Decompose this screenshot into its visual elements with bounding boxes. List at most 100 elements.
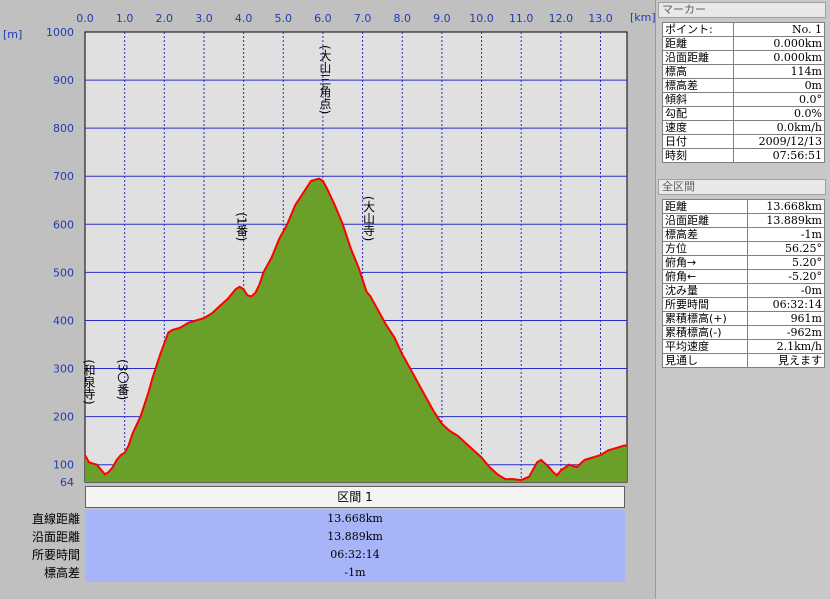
y-tick-label: 800 (53, 122, 74, 135)
total-panel-title[interactable]: 全区間 (658, 179, 826, 195)
info-value: 0.0% (732, 106, 825, 121)
data-point (159, 353, 162, 355)
section-title[interactable]: 区間 1 (85, 486, 625, 508)
data-point (286, 223, 289, 226)
data-point (179, 326, 181, 329)
data-point (171, 329, 174, 331)
info-value: 2.1km/h (746, 339, 826, 354)
data-point (139, 415, 142, 418)
summary-row-surface-distance: 沿面距離 13.889km (0, 528, 655, 546)
data-point (528, 475, 530, 478)
info-label: 方位 (662, 241, 748, 256)
x-tick-label: 4.0 (235, 12, 253, 25)
data-point (548, 466, 550, 468)
elevation-chart[interactable]: 0.0 1.0 2.0 3.0 4.0 5.0 6.0 7.0 8.0 9.0 10.0 11.0 12… (0, 0, 655, 486)
info-row: 傾斜 0.0° (662, 92, 825, 107)
info-row: 沿面距離 13.889km (662, 213, 826, 228)
info-row: 標高差 0m (662, 78, 825, 93)
data-point (187, 322, 189, 324)
x-tick-label: 5.0 (275, 12, 293, 25)
data-point (623, 444, 626, 447)
data-point (246, 294, 249, 297)
info-value: 0.0km/h (732, 120, 825, 135)
data-point (626, 444, 628, 447)
elevation-line (84, 177, 627, 482)
summary-label: 標高差 (43, 566, 80, 580)
info-row: 標高差 -1m (662, 227, 826, 242)
summary-row-distance: 直線距離 13.668km (0, 510, 655, 528)
data-point (449, 430, 451, 432)
info-row: 累積標高(+) 961m (662, 311, 826, 326)
summary-row-time: 所要時間 06:32:14 (0, 546, 655, 564)
summary-value: -1m (85, 564, 625, 582)
data-point (147, 391, 150, 394)
data-point (401, 353, 404, 355)
data-point (294, 204, 296, 206)
summary-label: 直線距離 (31, 512, 80, 526)
y-tick-label: 64 (60, 476, 74, 486)
info-row: 見通し 見えます (662, 353, 826, 368)
x-tick-label: 8.0 (393, 12, 411, 25)
info-row: 俯角→ 5.20° (662, 255, 826, 270)
data-point (262, 271, 265, 274)
info-value: 見えます (746, 353, 826, 368)
info-value: 06:32:14 (746, 297, 826, 312)
data-point (326, 187, 328, 190)
info-label: 傾斜 (662, 92, 734, 107)
info-value: -0m (746, 283, 826, 298)
info-label: 見通し (662, 353, 748, 368)
data-point (123, 451, 126, 454)
data-point (226, 298, 229, 300)
data-point (238, 286, 241, 288)
data-point (488, 466, 491, 468)
data-point (318, 177, 320, 180)
point-annotation: (和泉寺) (82, 359, 96, 404)
y-tick-label: 600 (53, 218, 74, 231)
data-point (393, 336, 396, 339)
x-tick-label: 11.0 (509, 12, 534, 25)
x-tick-label: 10.0 (469, 12, 494, 25)
info-row: 距離 13.668km (662, 199, 826, 214)
info-label: 沈み量 (662, 283, 748, 298)
point-annotation: (3〇番) (116, 359, 130, 400)
data-point (567, 463, 570, 466)
info-row: 累積標高(-) -962m (662, 325, 826, 340)
data-point (377, 310, 380, 312)
info-value: -5.20° (746, 269, 826, 284)
info-label: 所要時間 (662, 297, 748, 312)
info-value: -962m (746, 325, 826, 340)
info-label: 平均速度 (662, 339, 748, 354)
data-point (195, 319, 197, 322)
info-row: 方位 56.25° (662, 241, 826, 256)
point-annotation: (大山三角点) (318, 45, 332, 114)
data-point (552, 471, 554, 473)
data-point (591, 456, 594, 459)
x-axis-unit: [km] (630, 11, 656, 24)
info-label: 日付 (662, 134, 734, 149)
y-tick-label: 500 (53, 266, 74, 279)
elevation-area (85, 178, 627, 482)
summary-row-elevation-diff: 標高差 -1m (0, 564, 655, 582)
data-point (480, 456, 483, 459)
info-row: ポイント: No. 1 (662, 22, 825, 37)
x-tick-label: 6.0 (314, 12, 332, 25)
data-point (258, 283, 261, 286)
y-tick-label: 300 (53, 363, 74, 376)
data-point (512, 478, 515, 480)
marker-table: ポイント: No. 1 距離 0.000km 沿面距離 0.000km 標高 114m 標高差 0… (662, 22, 825, 163)
info-value: 13.889km (746, 213, 826, 228)
x-tick-label: 2.0 (156, 12, 174, 25)
info-value: 0.0° (732, 92, 825, 107)
data-point (107, 471, 110, 473)
info-value: 961m (746, 311, 826, 326)
info-label: 標高差 (662, 227, 748, 242)
marker-panel-title[interactable]: マーカー (658, 2, 826, 18)
info-row: 所要時間 06:32:14 (662, 297, 826, 312)
data-point (425, 396, 427, 399)
x-tick-label: 0.0 (76, 12, 94, 25)
data-point (607, 449, 610, 452)
info-value: 07:56:51 (732, 148, 825, 163)
x-tick-label: 9.0 (433, 12, 451, 25)
data-point (560, 469, 562, 472)
x-tick-label: 7.0 (354, 12, 372, 25)
